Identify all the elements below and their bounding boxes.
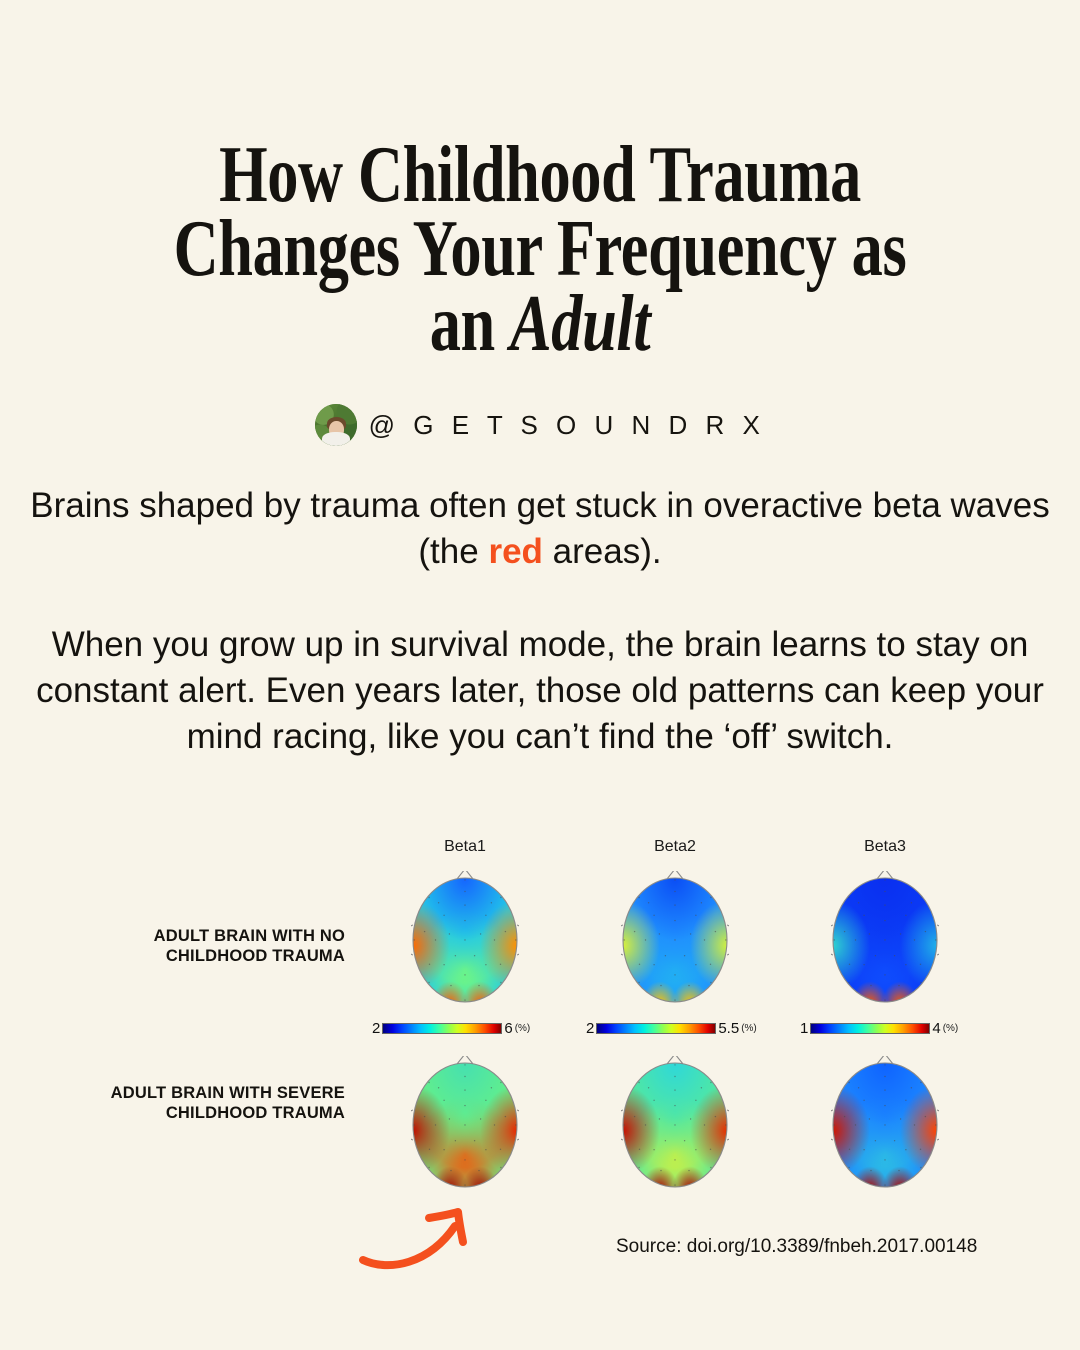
intro-paragraph: Brains shaped by trauma often get stuck …: [0, 483, 1080, 575]
explanation-paragraph: When you grow up in survival mode, the b…: [36, 625, 1044, 757]
colorbar-beta2-min: 2: [586, 1020, 595, 1037]
highlight-red-word: red: [488, 532, 543, 572]
title-line-3: an Adult: [119, 284, 961, 364]
eeg-topomap-figure: ADULT BRAIN WITH NO CHILDHOOD TRAUMA ADU…: [0, 832, 1080, 1232]
colorbar-beta1-gradient: [382, 1023, 503, 1034]
colorbar-beta1-max: 6: [504, 1020, 513, 1037]
page-title: How Childhood Trauma Changes Your Freque…: [0, 131, 1080, 364]
topomap-beta1-row2: [400, 1047, 530, 1192]
colorbar-beta1-unit: (%): [514, 1023, 531, 1034]
colorbar-beta3-unit: (%): [942, 1023, 959, 1034]
colorbar-beta3-min: 1: [800, 1020, 809, 1037]
head-topomap-svg: [621, 871, 729, 1003]
colorbar-beta2-max: 5.5: [718, 1020, 740, 1037]
title-line-3-italic: Adult: [510, 279, 651, 368]
handle-text: @ G E T S O U N D R X: [368, 409, 766, 440]
topomap-beta3-row2: [820, 1047, 950, 1192]
avatar: [314, 404, 357, 446]
title-line-3-prefix: an: [429, 279, 511, 368]
title-line-1: How Childhood Trauma: [219, 131, 861, 219]
colorbar-beta3-gradient: [810, 1023, 931, 1034]
row-label-no-trauma: ADULT BRAIN WITH NO CHILDHOOD TRAUMA: [153, 927, 345, 965]
curved-arrow-annotation: [355, 1192, 515, 1277]
intro-paragraph-part1: Brains shaped by trauma often get stuck …: [30, 486, 1050, 572]
avatar-shirt: [321, 432, 350, 446]
colorbar-beta2: 2 5.5 (%): [586, 1020, 757, 1037]
colorbar-beta1-min: 2: [372, 1020, 381, 1037]
colorbar-beta3: 1 4 (%): [800, 1020, 958, 1037]
topomap-beta2-row1: [610, 862, 740, 1007]
curved-arrow-icon: [359, 1208, 467, 1270]
colorbar-beta2-unit: (%): [741, 1023, 757, 1034]
intro-paragraph-part2: areas).: [542, 532, 662, 572]
head-topomap-svg: [411, 871, 519, 1003]
head-topomap-svg: [621, 1056, 729, 1188]
colorbar-beta1: 2 6 (%): [372, 1020, 530, 1037]
head-topomap-svg: [831, 1056, 939, 1188]
colorbar-beta2-gradient: [596, 1023, 717, 1034]
source-citation: Source: doi.org/10.3389/fnbeh.2017.00148: [616, 1236, 978, 1257]
row-label-severe-trauma: ADULT BRAIN WITH SEVERE CHILDHOOD TRAUMA: [110, 1084, 345, 1122]
topomap-beta2-row2: [610, 1047, 740, 1192]
title-line-2: Changes Your Frequency as: [173, 205, 907, 294]
account-handle-row: @ G E T S O U N D R X: [0, 404, 1080, 446]
topomap-beta3-row1: [820, 862, 950, 1007]
colorbar-beta3-max: 4: [932, 1020, 941, 1037]
head-topomap-svg: [831, 871, 939, 1003]
column-header-beta3: Beta3: [864, 838, 906, 855]
topomap-beta1-row1: [400, 862, 530, 1007]
column-header-beta2: Beta2: [654, 838, 696, 855]
head-topomap-svg: [411, 1056, 519, 1188]
column-header-beta1: Beta1: [444, 838, 486, 855]
